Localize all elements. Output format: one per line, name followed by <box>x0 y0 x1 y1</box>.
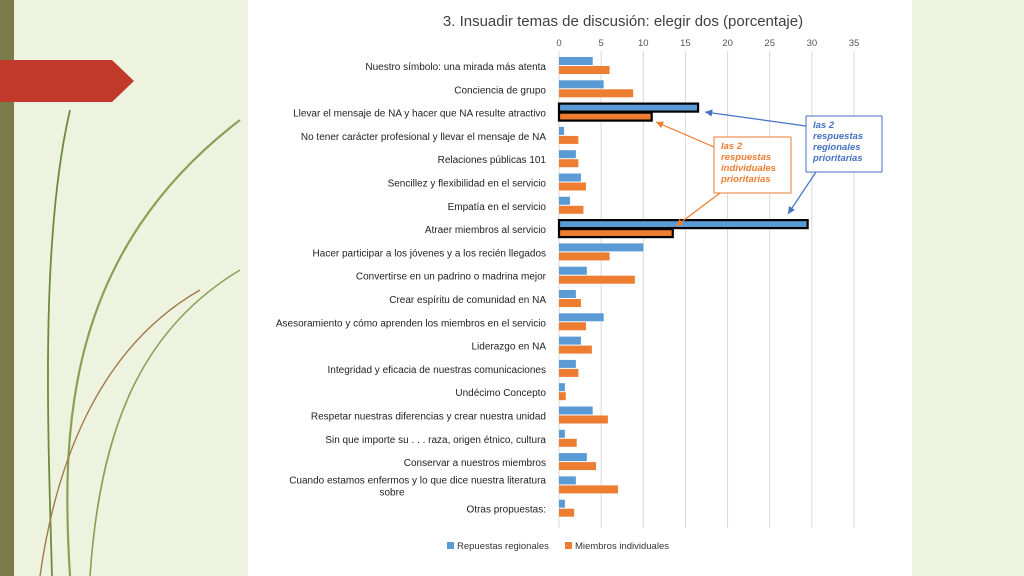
bar-individual <box>559 415 608 424</box>
category-label: Nuestro símbolo: una mirada más atenta <box>365 62 546 73</box>
bar-regional <box>559 150 576 159</box>
category-label: Hacer participar a los jóvenes y a los r… <box>313 248 546 259</box>
bar-individual <box>559 89 634 98</box>
bar-regional <box>559 126 565 135</box>
bar-regional <box>559 383 565 392</box>
bar-individual <box>559 275 635 284</box>
x-tick-label: 20 <box>722 38 733 49</box>
category-label: Cuando estamos enfermos y lo que dice nu… <box>289 475 546 498</box>
annotation-regional-text: respuestas <box>813 131 863 142</box>
category-label: No tener carácter profesional y llevar e… <box>301 132 546 143</box>
category-label: Sin que importe su . . . raza, origen ét… <box>325 435 546 446</box>
bar-chart: 3. Insuadir temas de discusión: elegir d… <box>276 13 883 552</box>
bar-individual <box>559 322 586 331</box>
category-label: Sencillez y flexibilidad en el servicio <box>388 179 547 190</box>
category-label: Atraer miembros al servicio <box>425 225 547 236</box>
bar-regional <box>557 219 809 230</box>
annotation-regional-box <box>805 115 883 173</box>
x-tick-label: 15 <box>680 38 691 49</box>
bar-individual <box>559 299 581 307</box>
bar-individual <box>559 508 575 517</box>
bar-regional <box>559 499 565 508</box>
category-label: Integridad y eficacia de nuestras comuni… <box>328 365 546 376</box>
bar-regional <box>559 406 593 415</box>
annotation-individual-text: las 2 <box>721 141 743 152</box>
category-label: Conservar a nuestros miembros <box>404 458 546 469</box>
left-accent-bar <box>0 0 14 576</box>
annotation-arrow <box>675 192 721 227</box>
chart-title: 3. Insuadir temas de discusión: elegir d… <box>443 13 803 30</box>
bar-regional <box>559 290 576 298</box>
chart-panel: 3. Insuadir temas de discusión: elegir d… <box>248 0 912 576</box>
bar-individual <box>559 159 579 168</box>
category-label: Conciencia de grupo <box>454 85 546 96</box>
legend-swatch <box>447 542 454 549</box>
bar-regional <box>559 243 644 252</box>
bar-regional <box>559 80 604 89</box>
category-label: Relaciones públicas 101 <box>438 155 547 166</box>
category-label: Empatía en el servicio <box>448 202 547 213</box>
x-tick-label: 25 <box>764 38 775 49</box>
bar-regional <box>559 173 581 182</box>
red-tab-marker <box>0 60 134 102</box>
annotation-regional-text: regionales <box>813 142 861 153</box>
slide-decoration <box>39 109 241 576</box>
x-tick-label: 5 <box>598 38 603 49</box>
bar-individual <box>559 135 579 144</box>
bar-individual <box>557 111 653 122</box>
bar-individual <box>559 392 566 401</box>
legend-label: Miembros individuales <box>575 541 669 552</box>
bar-individual <box>559 368 579 377</box>
category-label: Undécimo Concepto <box>455 388 546 399</box>
bar-regional <box>559 453 587 462</box>
bar-individual <box>559 345 592 354</box>
bar-individual <box>559 66 610 74</box>
bar-individual <box>559 485 618 494</box>
x-tick-label: 35 <box>849 38 860 49</box>
bar-regional <box>559 359 576 368</box>
category-label: Llevar el mensaje de NA y hacer que NA r… <box>293 109 546 120</box>
annotation-regional-text: las 2 <box>813 120 835 131</box>
annotation-arrow <box>655 121 715 148</box>
category-label: Respetar nuestras diferencias y crear nu… <box>311 412 546 423</box>
legend-label: Repuestas regionales <box>457 541 549 552</box>
bar-regional <box>557 102 700 113</box>
bar-individual <box>557 228 674 239</box>
bar-regional <box>559 196 570 205</box>
annotation-individual-text: respuestas <box>721 152 771 163</box>
legend-swatch <box>565 542 572 549</box>
annotation-arrow <box>704 109 807 127</box>
bar-regional <box>559 476 576 485</box>
x-tick-label: 30 <box>807 38 818 49</box>
category-label: Otras propuestas: <box>467 505 546 516</box>
bar-individual <box>559 252 610 261</box>
bar-regional <box>559 266 587 275</box>
annotation-individual-box <box>713 136 792 194</box>
annotation-individual-text: individuales <box>721 163 776 174</box>
category-label: Crear espíritu de comunidad en NA <box>389 295 546 306</box>
bar-regional <box>559 313 604 322</box>
bar-individual <box>559 462 597 471</box>
category-label: Convertirse en un padrino o madrina mejo… <box>356 272 547 283</box>
annotation-arrow <box>787 171 817 215</box>
x-tick-label: 0 <box>556 38 561 49</box>
category-label: Liderazgo en NA <box>472 342 547 353</box>
bar-regional <box>559 429 565 438</box>
annotation-individual-text: prioritarias <box>720 174 771 185</box>
bar-regional <box>559 57 593 65</box>
annotation-regional-text: prioritarias <box>812 153 863 164</box>
bar-individual <box>559 182 586 191</box>
bar-individual <box>559 438 577 447</box>
x-tick-label: 10 <box>638 38 649 49</box>
bar-regional <box>559 336 581 345</box>
category-label: Asesoramiento y cómo aprenden los miembr… <box>276 318 547 329</box>
bar-individual <box>559 205 584 214</box>
